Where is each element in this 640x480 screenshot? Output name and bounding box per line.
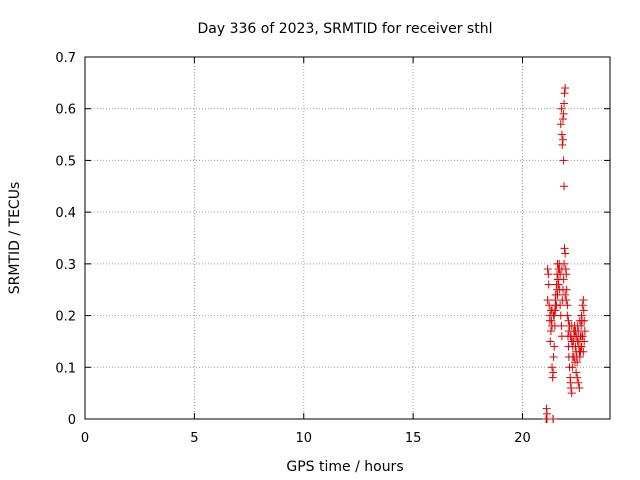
y-tick-label: 0.4 [55,206,76,221]
data-point [557,104,566,113]
data-point [573,373,582,382]
data-point [569,352,578,361]
data-point [577,342,586,351]
data-point [574,378,583,387]
data-point [556,120,565,129]
data-point [567,383,576,392]
y-tick-label: 0.1 [55,361,76,376]
plot-frame [84,56,611,420]
data-point [544,280,553,289]
x-tick-label: 5 [190,431,198,446]
data-point [579,347,588,356]
data-point [561,84,570,93]
data-point [580,337,589,346]
chart-title: Day 336 of 2023, SRMTID for receiver sth… [198,21,493,37]
y-tick-label: 0.3 [55,258,76,273]
data-point [579,296,588,305]
data-point [548,363,557,372]
y-tick-label: 0 [68,413,76,428]
data-point [560,182,569,191]
data-point [545,316,554,325]
data-point [560,89,569,98]
data-point [563,301,572,310]
data-point [561,249,570,258]
y-tick-label: 0.7 [55,51,76,66]
data-point [578,332,586,341]
data-point [550,306,559,315]
data-point [571,358,579,367]
data-point [555,265,564,274]
y-tick-label: 0.2 [55,310,76,325]
data-point [546,327,555,336]
data-points [542,84,589,423]
grid-lines [85,57,610,419]
data-point [548,321,557,330]
data-point [544,270,553,279]
data-point [575,316,584,325]
data-point [564,316,573,325]
data-point [567,332,576,341]
data-point [559,109,568,118]
y-tick-label: 0.5 [55,154,76,169]
data-point [551,301,560,310]
data-point [546,337,555,346]
y-tick-label: 0.6 [55,103,76,118]
data-point [559,156,568,165]
x-tick-label: 10 [295,431,312,446]
x-tick-label: 15 [405,431,422,446]
data-point [558,135,567,144]
data-point [562,296,571,305]
y-axis-title: SRMTID / TECUs [7,182,23,295]
data-point [543,296,552,305]
data-point [543,265,552,274]
data-point [549,415,558,423]
data-point [560,99,569,108]
data-point [556,270,565,279]
data-point [572,368,581,377]
data-point [549,368,558,377]
data-point [562,285,571,294]
data-point [579,306,588,315]
x-axis-title: GPS time / hours [286,459,403,475]
data-point [554,280,563,289]
data-point [580,327,589,336]
data-point [549,352,558,361]
data-point [558,115,567,124]
data-point [571,327,580,336]
data-point [558,140,567,149]
data-point [573,321,582,330]
data-point [567,389,576,398]
data-point [553,285,562,294]
data-point [575,383,584,392]
data-point [568,363,577,372]
x-tick-label: 0 [81,431,89,446]
data-point [557,130,566,139]
data-point [560,244,569,253]
data-point [543,409,551,418]
data-point [557,321,566,330]
data-point [578,301,587,310]
data-point [561,290,570,299]
data-point [569,337,578,346]
x-tick-label: 20 [514,431,531,446]
data-point [549,311,558,320]
data-point [563,311,572,320]
axis-ticks: 0 5 10 15 20 0 0.1 0.2 0.3 0.4 0.5 0.6 0.7 [55,51,610,446]
data-point [560,259,569,268]
data-point [553,275,562,284]
data-point [550,342,559,351]
